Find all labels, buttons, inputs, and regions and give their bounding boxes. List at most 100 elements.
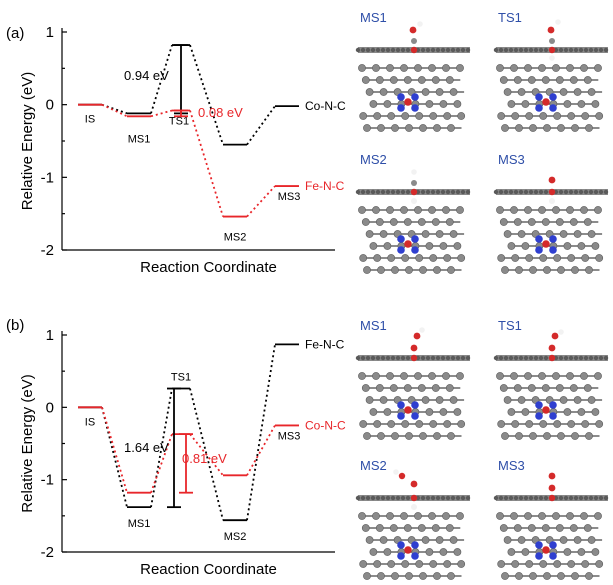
carbon-atom: [507, 548, 516, 556]
nitrogen-atom: [549, 401, 557, 409]
connector-line: [246, 185, 276, 218]
y-axis-title: Relative Energy (eV): [19, 72, 36, 210]
carbon-atom: [435, 536, 444, 544]
carbon-atom: [442, 372, 450, 380]
nitrogen-atom: [411, 541, 419, 549]
carbon-atom: [387, 420, 396, 428]
top-view-structure: [358, 512, 466, 580]
carbon-atom: [580, 512, 588, 520]
carbon-atom: [373, 560, 382, 568]
carbon-atom: [503, 230, 512, 238]
slab-atom: [455, 47, 461, 53]
slab-atom: [360, 189, 366, 195]
carbon-atom: [425, 548, 434, 556]
carbon-atom: [559, 88, 568, 96]
carbon-atom: [527, 524, 536, 532]
slab-atom: [370, 495, 376, 501]
slab-atom: [543, 189, 549, 195]
slab-atom: [440, 355, 446, 361]
carbon-atom: [511, 112, 520, 120]
carbon-atom: [552, 372, 560, 380]
slab-atom: [445, 355, 451, 361]
carbon-atom: [511, 254, 520, 262]
carbon-atom: [539, 420, 548, 428]
slab-atom: [420, 47, 426, 53]
carbon-atom: [453, 548, 462, 556]
connector-line: [150, 433, 173, 493]
nitrogen-atom: [535, 552, 543, 560]
nitrogen-atom: [549, 412, 557, 420]
carbon-atom: [447, 572, 455, 580]
carbon-atom: [428, 372, 436, 380]
carbon-atom: [389, 218, 398, 226]
carbon-atom: [511, 560, 520, 568]
carbon-atom: [439, 548, 448, 556]
slab-atom: [583, 495, 589, 501]
y-tick-label: -2: [41, 242, 54, 259]
connector-line: [101, 103, 128, 118]
carbon-atom: [403, 218, 412, 226]
barrier-label: 0.81 eV: [182, 451, 227, 466]
structure-thumbnail-b-ms1: MS1: [355, 318, 471, 440]
carbon-atom: [401, 420, 410, 428]
carbon-atom: [359, 112, 368, 120]
carbon-atom: [538, 372, 546, 380]
carbon-atom: [499, 524, 508, 532]
carbon-atom: [503, 536, 512, 544]
h-atom: [411, 169, 417, 175]
slab-atom: [405, 495, 411, 501]
carbon-atom: [428, 64, 436, 72]
carbon-atom: [539, 560, 548, 568]
carbon-atom: [503, 88, 512, 96]
y-tick-label: 0: [46, 97, 54, 114]
carbon-atom: [389, 524, 398, 532]
carbon-atom: [456, 206, 464, 214]
slab-atom: [420, 189, 426, 195]
carbon-atom: [359, 420, 368, 428]
slab-atom: [508, 189, 514, 195]
o-atom: [547, 26, 555, 34]
slab-atom: [430, 189, 436, 195]
carbon-atom: [425, 242, 434, 250]
state-label: MS2: [224, 232, 247, 244]
metal-atom: [548, 46, 556, 54]
nitrogen-atom: [535, 93, 543, 101]
carbon-atom: [559, 230, 568, 238]
carbon-atom: [379, 88, 388, 96]
carbon-atom: [571, 266, 579, 274]
nitrogen-atom: [411, 412, 419, 420]
slab-atom: [543, 355, 549, 361]
structure-label: MS2: [360, 458, 387, 473]
carbon-atom: [559, 536, 568, 544]
slab-atom: [538, 355, 544, 361]
slab-atom: [400, 495, 406, 501]
slab-atom: [533, 495, 539, 501]
carbon-atom: [524, 372, 532, 380]
top-view-structure: [496, 372, 604, 440]
carbon-atom: [552, 512, 560, 520]
carbon-atom: [497, 420, 506, 428]
slab-atom: [435, 47, 441, 53]
c-atom: [411, 180, 417, 186]
slab-atom: [533, 355, 539, 361]
carbon-atom: [515, 124, 523, 132]
carbon-atom: [453, 408, 462, 416]
carbon-atom: [456, 512, 464, 520]
carbon-atom: [496, 64, 504, 72]
nitrogen-atom: [397, 93, 405, 101]
nitrogen-atom: [411, 235, 419, 243]
carbon-atom: [414, 206, 422, 214]
carbon-atom: [442, 512, 450, 520]
carbon-atom: [379, 536, 388, 544]
carbon-atom: [566, 64, 574, 72]
carbon-atom: [359, 560, 368, 568]
carbon-atom: [401, 560, 410, 568]
slab-atom: [558, 355, 564, 361]
carbon-atom: [529, 124, 537, 132]
carbon-atom: [363, 266, 371, 274]
slab-atom: [528, 47, 534, 53]
metal-atom: [404, 406, 412, 414]
carbon-atom: [433, 124, 441, 132]
slab-atom: [558, 47, 564, 53]
nitrogen-atom: [397, 104, 405, 112]
